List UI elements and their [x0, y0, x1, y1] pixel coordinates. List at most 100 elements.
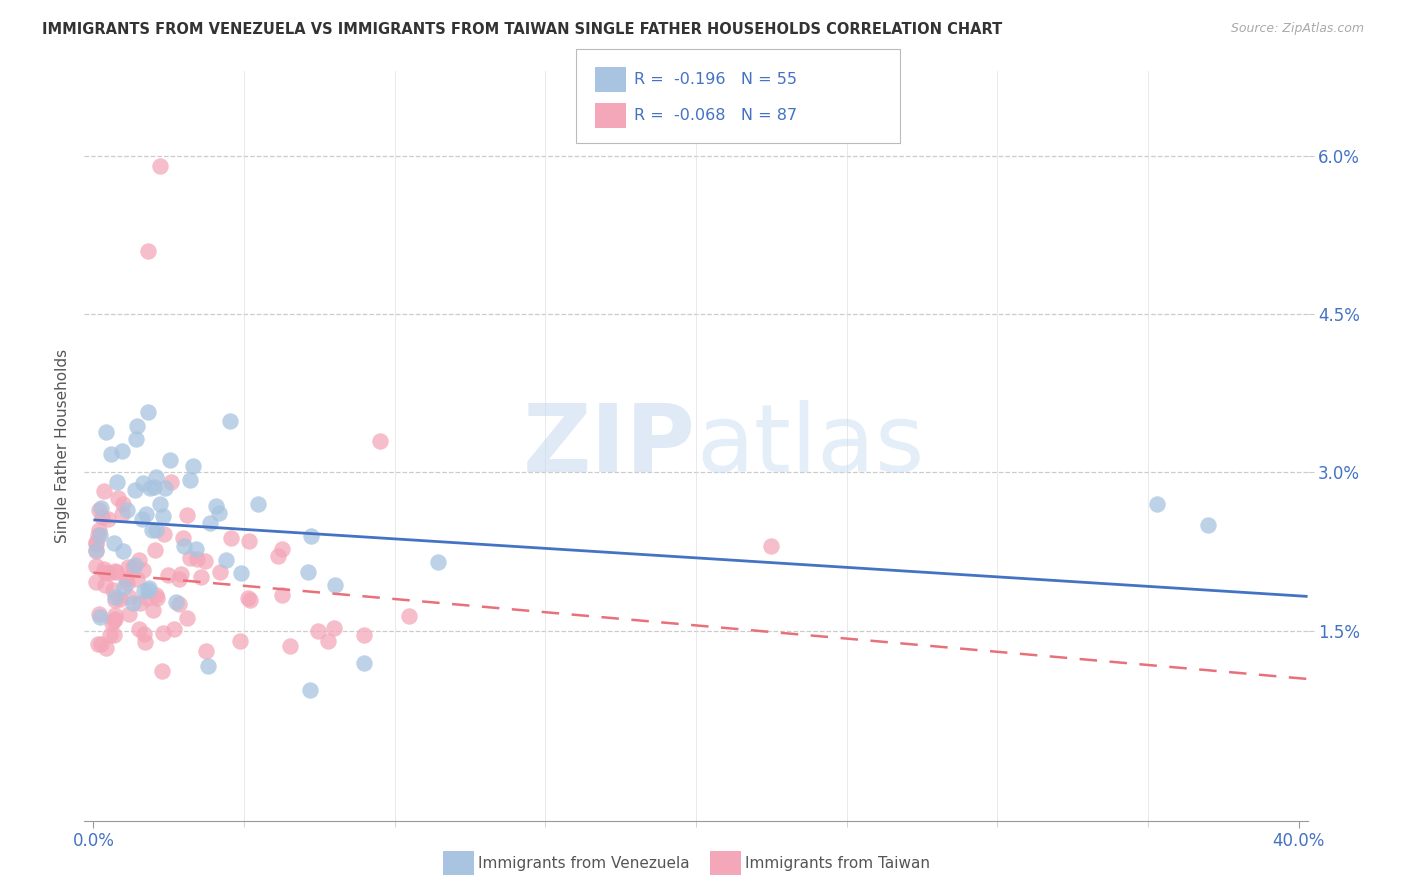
- Text: Immigrants from Taiwan: Immigrants from Taiwan: [745, 856, 931, 871]
- Point: [179, 550, 201, 565]
- Point: [98, 628, 121, 642]
- Point: [136, 591, 159, 606]
- Point: [215, 553, 238, 567]
- Point: [136, 244, 159, 258]
- Point: [124, 558, 146, 573]
- Point: [153, 527, 176, 541]
- Point: [124, 483, 146, 497]
- Point: [128, 553, 150, 567]
- Point: [1197, 518, 1219, 533]
- Point: [143, 480, 166, 494]
- Point: [104, 590, 127, 604]
- Point: [135, 507, 157, 521]
- Point: [104, 564, 127, 578]
- Text: R =  -0.068   N = 87: R = -0.068 N = 87: [634, 108, 797, 122]
- Point: [149, 159, 172, 173]
- Point: [96, 425, 118, 439]
- Point: [101, 582, 124, 597]
- Point: [104, 612, 127, 626]
- Point: [353, 656, 375, 670]
- Point: [761, 539, 783, 553]
- Point: [124, 432, 146, 446]
- Point: [87, 607, 110, 621]
- Point: [128, 596, 150, 610]
- Point: [179, 473, 201, 487]
- Point: [186, 551, 208, 566]
- Point: [1146, 497, 1168, 511]
- Text: Immigrants from Venezuela: Immigrants from Venezuela: [478, 856, 690, 871]
- Point: [246, 497, 269, 511]
- Point: [322, 621, 344, 635]
- Point: [103, 614, 125, 628]
- Point: [86, 537, 108, 551]
- Point: [238, 591, 260, 606]
- Point: [86, 535, 108, 549]
- Point: [194, 644, 217, 658]
- Point: [86, 559, 108, 574]
- Point: [198, 516, 221, 530]
- Point: [353, 628, 375, 642]
- Text: ZIP: ZIP: [523, 400, 696, 492]
- Point: [172, 531, 194, 545]
- Point: [87, 523, 110, 537]
- Point: [93, 565, 115, 579]
- Point: [111, 507, 134, 521]
- Point: [239, 593, 262, 607]
- Point: [167, 598, 190, 612]
- Point: [238, 533, 260, 548]
- Point: [125, 572, 148, 586]
- Point: [134, 626, 156, 640]
- Point: [104, 566, 127, 580]
- Point: [152, 509, 174, 524]
- Point: [159, 453, 181, 467]
- Point: [229, 566, 252, 581]
- Point: [146, 591, 169, 605]
- Point: [86, 544, 108, 558]
- Point: [186, 542, 208, 557]
- Point: [183, 458, 205, 473]
- Point: [90, 510, 112, 524]
- Point: [90, 637, 112, 651]
- Point: [97, 512, 120, 526]
- Point: [139, 481, 162, 495]
- Point: [100, 447, 122, 461]
- Y-axis label: Single Father Households: Single Father Households: [55, 349, 70, 543]
- Point: [117, 590, 139, 604]
- Point: [87, 637, 110, 651]
- Point: [427, 555, 450, 569]
- Point: [141, 524, 163, 538]
- Point: [114, 572, 136, 586]
- Text: R =  -0.196   N = 55: R = -0.196 N = 55: [634, 72, 797, 87]
- Point: [278, 639, 301, 653]
- Point: [152, 626, 174, 640]
- Point: [112, 580, 135, 594]
- Point: [107, 491, 129, 506]
- Point: [93, 561, 115, 575]
- Point: [270, 542, 292, 557]
- Point: [155, 481, 177, 495]
- Point: [103, 628, 125, 642]
- Point: [190, 569, 212, 583]
- Point: [89, 503, 111, 517]
- Point: [136, 583, 159, 598]
- Point: [103, 536, 125, 550]
- Point: [132, 475, 155, 490]
- Point: [163, 622, 186, 636]
- Point: [111, 497, 134, 511]
- Point: [316, 633, 339, 648]
- Point: [121, 560, 143, 574]
- Point: [307, 624, 329, 639]
- Text: IMMIGRANTS FROM VENEZUELA VS IMMIGRANTS FROM TAIWAN SINGLE FATHER HOUSEHOLDS COR: IMMIGRANTS FROM VENEZUELA VS IMMIGRANTS …: [42, 22, 1002, 37]
- Point: [169, 567, 191, 582]
- Point: [103, 593, 125, 607]
- Point: [131, 512, 153, 526]
- Point: [145, 589, 167, 603]
- Point: [108, 591, 131, 606]
- Point: [173, 539, 195, 553]
- Point: [142, 603, 165, 617]
- Point: [111, 443, 134, 458]
- Point: [176, 508, 198, 522]
- Point: [86, 542, 108, 557]
- Point: [143, 542, 166, 557]
- Point: [87, 528, 110, 542]
